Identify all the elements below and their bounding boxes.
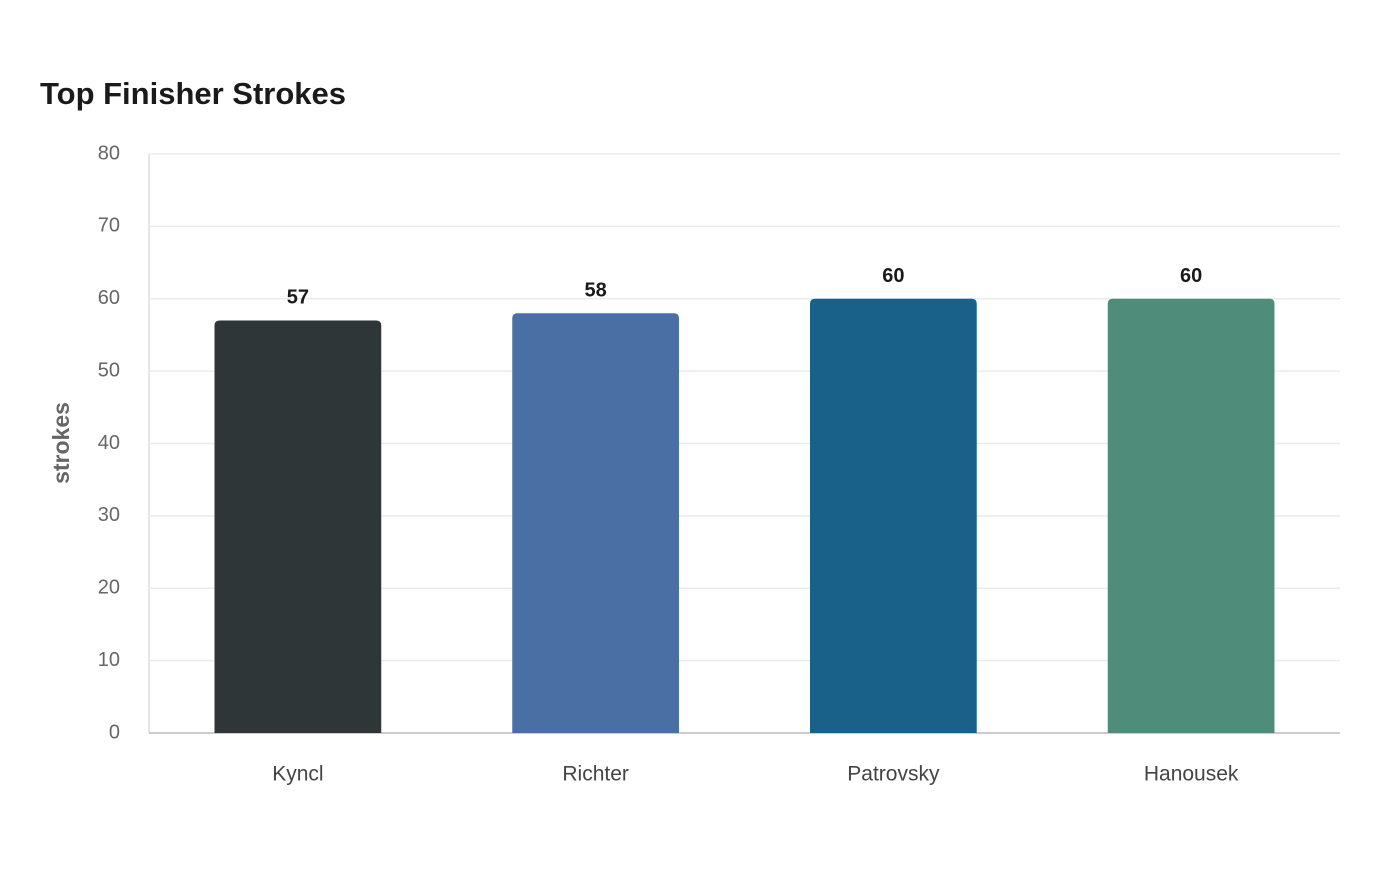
x-tick-label: Hanousek [1144,763,1239,786]
y-tick-label: 70 [98,215,120,237]
bar [214,320,382,733]
y-tick-label: 20 [98,577,120,599]
bar [810,298,977,733]
bar [1107,298,1275,733]
data-label: 58 [585,280,607,302]
data-label: 60 [1180,265,1202,287]
y-tick-label: 30 [98,504,120,526]
x-tick-label: Kyncl [272,763,323,786]
y-tick-label: 10 [98,649,120,671]
x-tick-label: Richter [562,763,629,786]
y-tick-label: 50 [98,359,120,381]
data-label: 57 [287,287,309,309]
y-tick-label: 0 [109,721,120,743]
bar [512,313,679,733]
y-tick-label: 80 [98,142,120,164]
y-tick-label: 60 [98,287,120,309]
chart-title: Top Finisher Strokes [40,76,346,111]
data-label: 60 [882,265,904,287]
y-tick-label: 40 [98,432,120,454]
x-tick-label: Patrovsky [847,763,940,786]
y-axis-label: strokes [48,402,74,484]
